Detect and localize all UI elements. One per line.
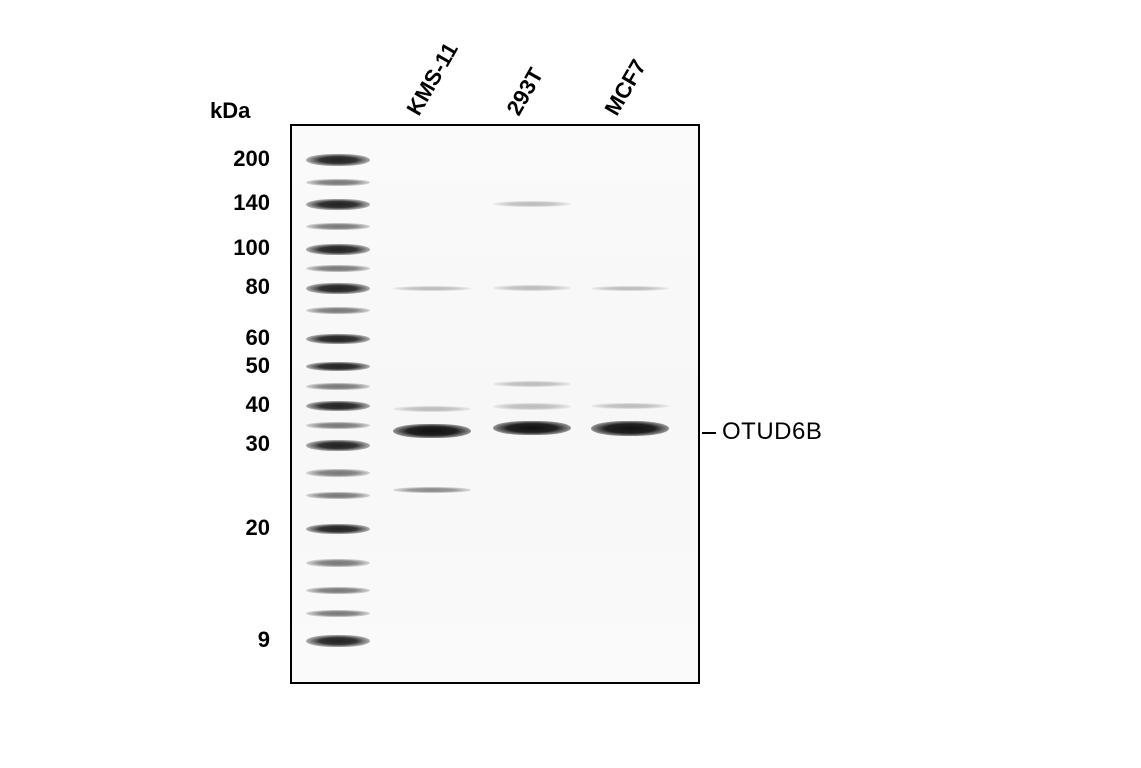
protein-band [393, 424, 471, 438]
lane-label: 293T [501, 64, 549, 120]
kda-marker-label: 200 [210, 146, 270, 172]
western-blot-figure: kDa 200 140 100 80 6050 40 30 20 9 KMS-11 293T MCF… [210, 40, 930, 728]
ladder-band [306, 283, 370, 294]
protein-band [393, 406, 471, 412]
kda-marker-label: 60 [210, 325, 270, 351]
ladder-band [306, 362, 370, 371]
lane-label: KMS-11 [401, 38, 463, 120]
lane-labels-row: KMS-11 293T MCF7 [395, 30, 715, 120]
ladder-band [306, 154, 370, 166]
target-protein-label: OTUD6B [722, 418, 822, 446]
kda-marker-label: 30 [210, 431, 270, 457]
kda-marker-label: 20 [210, 515, 270, 541]
kda-unit-label: kDa [210, 98, 250, 124]
kda-marker-label: 9 [210, 627, 270, 653]
target-tick [702, 432, 716, 434]
protein-band [493, 381, 571, 387]
ladder-band [306, 244, 370, 255]
ladder-band [306, 559, 370, 567]
blot-membrane-frame [290, 124, 700, 684]
kda-marker-label: 140 [210, 190, 270, 216]
ladder-band [306, 524, 370, 534]
ladder-band [306, 440, 370, 451]
protein-band [493, 403, 571, 410]
ladder-band [306, 422, 370, 429]
protein-band [591, 286, 669, 291]
ladder-band [306, 334, 370, 344]
ladder-band [306, 401, 370, 411]
ladder-band [306, 492, 370, 499]
kda-marker-label: 50 [210, 353, 270, 379]
ladder-band [306, 635, 370, 647]
kda-marker-label: 40 [210, 392, 270, 418]
protein-band [591, 421, 669, 436]
ladder-band [306, 469, 370, 477]
ladder-band [306, 610, 370, 617]
protein-band [393, 286, 471, 291]
ladder-band [306, 199, 370, 210]
ladder-band [306, 383, 370, 390]
kda-marker-label: 80 [210, 274, 270, 300]
ladder-band [306, 179, 370, 186]
protein-band [591, 403, 669, 409]
protein-band [393, 487, 471, 493]
lane-label: MCF7 [599, 55, 651, 120]
kda-marker-label: 100 [210, 235, 270, 261]
protein-band [493, 421, 571, 435]
